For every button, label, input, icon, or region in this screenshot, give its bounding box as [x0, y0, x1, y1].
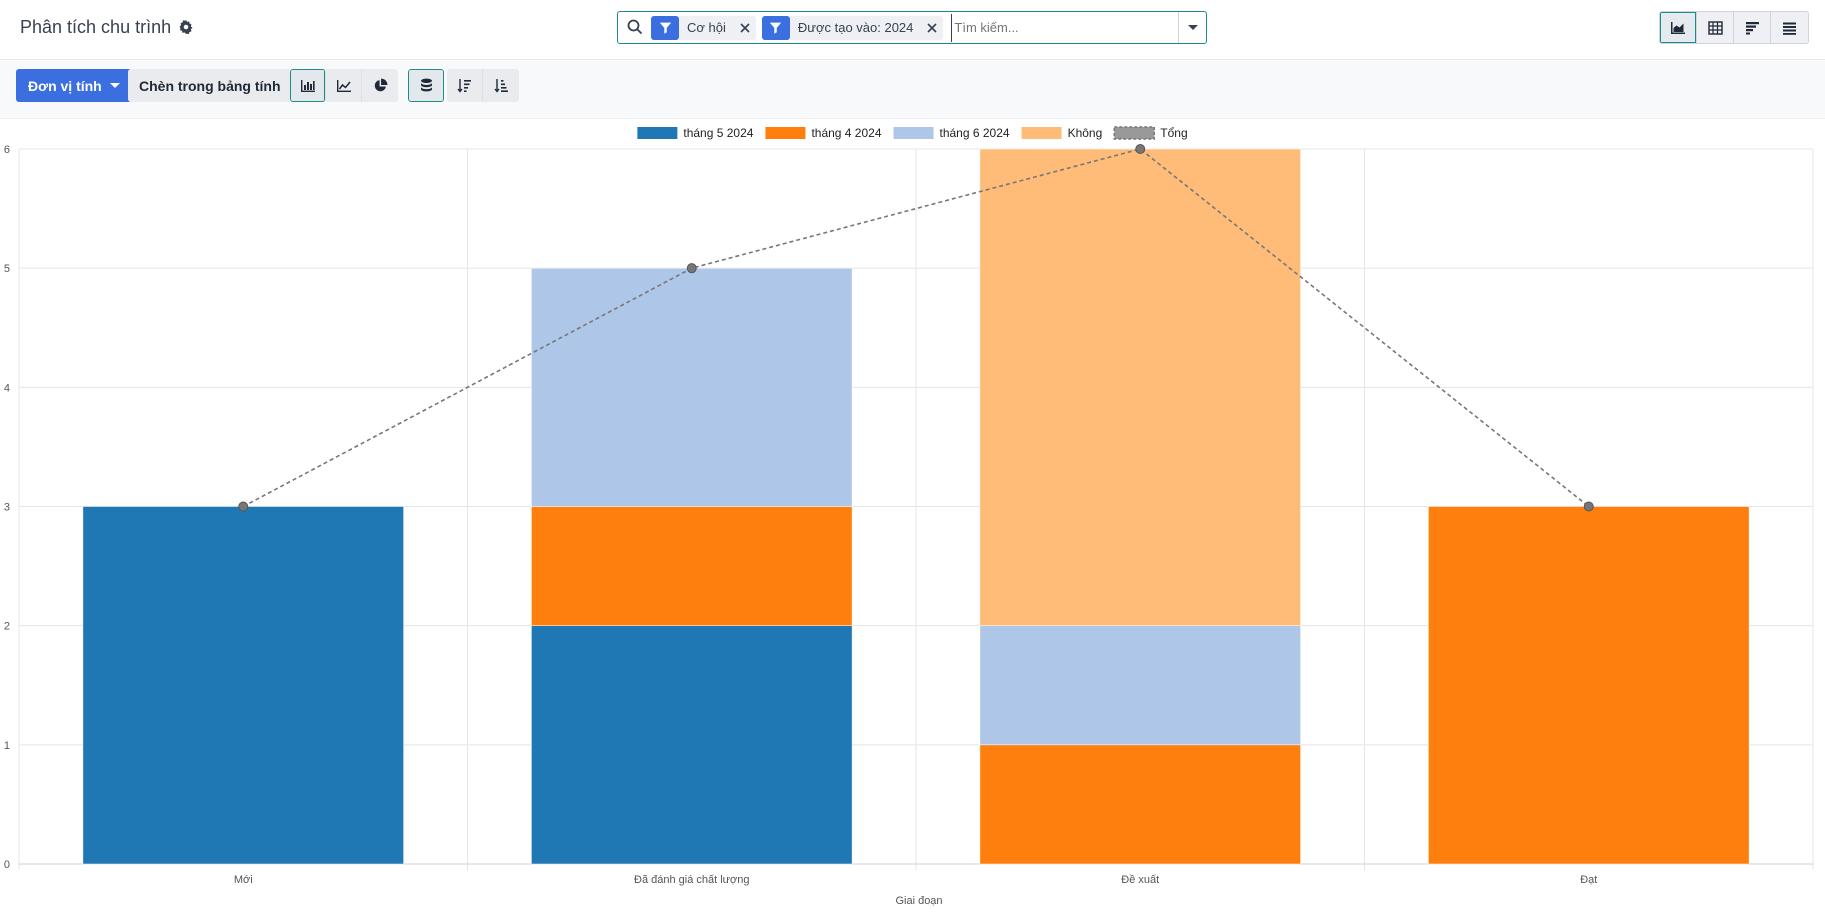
line-chart-icon	[336, 79, 351, 92]
facet-label: Cơ hội	[679, 15, 734, 40]
bar-chart-icon	[300, 79, 315, 92]
legend-swatch	[637, 127, 678, 139]
filter-facet-created-date: Được tạo vào: 2024	[761, 15, 944, 40]
pie-chart-icon	[374, 78, 387, 92]
pie-chart-button[interactable]	[362, 69, 398, 102]
line-chart-button[interactable]	[326, 69, 362, 102]
filter-facet-opportunity: Cơ hội	[651, 15, 756, 40]
sort-ascending-button[interactable]	[483, 69, 519, 102]
search-options-toggle[interactable]	[1178, 12, 1206, 43]
gear-icon[interactable]	[179, 19, 195, 36]
search-bar[interactable]: Cơ hội Được tạo vào: 2024	[617, 11, 1207, 44]
measures-label: Đơn vị tính	[28, 77, 102, 94]
y-tick-label: 0	[4, 859, 10, 871]
total-point	[686, 263, 697, 274]
y-tick-label: 5	[4, 263, 10, 275]
bar-segment	[82, 506, 404, 865]
stacked-toggle-button[interactable]	[408, 69, 444, 102]
y-tick-label: 2	[4, 621, 10, 633]
sort-descending-icon	[457, 79, 471, 93]
stack-icon	[420, 78, 432, 92]
total-point	[1583, 501, 1594, 512]
graph-toolbar: Đơn vị tính Chèn trong bảng tính	[0, 61, 1825, 119]
total-point	[1135, 144, 1146, 154]
x-tick-label: Đề xuất	[1121, 874, 1159, 886]
facet-label: Được tạo vào: 2024	[789, 15, 922, 40]
y-tick-label: 6	[4, 144, 10, 156]
pivot-view-button[interactable]	[1697, 12, 1734, 43]
close-icon[interactable]	[921, 15, 944, 40]
legend-label: Tổng	[1160, 126, 1187, 140]
legend-swatch	[1113, 126, 1156, 140]
legend-swatch	[1021, 127, 1062, 139]
search-icon[interactable]	[627, 19, 645, 37]
y-tick-label: 3	[4, 502, 10, 514]
control-panel: Phân tích chu trình Cơ hội Được tạo vào:…	[0, 0, 1825, 60]
sort-ascending-icon	[493, 79, 508, 93]
bar-chart-button[interactable]	[290, 69, 326, 102]
page-title: Phân tích chu trình	[20, 17, 172, 37]
legend-label: tháng 5 2024	[683, 126, 753, 140]
legend-label: tháng 6 2024	[940, 126, 1010, 140]
search-input[interactable]	[951, 13, 1178, 42]
chart-type-group	[290, 69, 398, 102]
breadcrumb: Phân tích chu trình	[20, 17, 195, 38]
x-tick-label: Đạt	[1580, 874, 1597, 886]
x-tick-label: Mới	[234, 874, 253, 886]
graph-view-button[interactable]	[1660, 12, 1697, 43]
list-view-icon	[1783, 22, 1796, 35]
view-switcher	[1659, 11, 1809, 44]
legend-swatch	[893, 127, 934, 139]
graph-view-icon	[1671, 21, 1685, 34]
legend-label: tháng 4 2024	[811, 126, 881, 140]
bar-segment	[979, 625, 1301, 746]
bar-segment	[531, 267, 853, 507]
sort-descending-button[interactable]	[447, 69, 483, 102]
legend-label: Không	[1068, 126, 1103, 140]
x-tick-label: Đã đánh giá chất lượng	[634, 874, 749, 886]
stacked-bar-chart: 0 1 2 3 4 5 6 Mới Đã đánh giá chất lượng Đề xuất Đ…	[4, 126, 1814, 907]
filter-icon	[651, 15, 679, 40]
bar-segment	[531, 625, 853, 865]
x-axis-title: Giai đoạn	[895, 895, 942, 907]
sort-group	[447, 69, 519, 102]
bar-segment	[979, 148, 1301, 626]
cohort-view-button[interactable]	[1734, 12, 1771, 43]
measures-dropdown-button[interactable]: Đơn vị tính	[16, 69, 132, 102]
bar-segment	[979, 744, 1301, 865]
caret-down-icon	[109, 83, 120, 88]
stacked-group	[408, 69, 444, 102]
bar-segment	[531, 506, 853, 626]
total-line	[242, 148, 1590, 508]
filter-icon	[761, 15, 790, 40]
y-tick-label: 1	[4, 740, 10, 752]
insert-in-spreadsheet-label: Chèn trong bảng tính	[139, 77, 281, 94]
cohort-view-icon	[1745, 21, 1759, 34]
legend-swatch	[765, 127, 806, 139]
insert-in-spreadsheet-button[interactable]: Chèn trong bảng tính	[128, 69, 292, 102]
pivot-view-icon	[1707, 20, 1723, 35]
close-icon[interactable]	[733, 15, 756, 40]
bar-segment	[1428, 506, 1750, 865]
list-view-button[interactable]	[1771, 12, 1808, 43]
y-tick-label: 4	[4, 382, 10, 394]
chevron-down-icon	[1187, 25, 1198, 30]
total-point	[238, 501, 249, 512]
